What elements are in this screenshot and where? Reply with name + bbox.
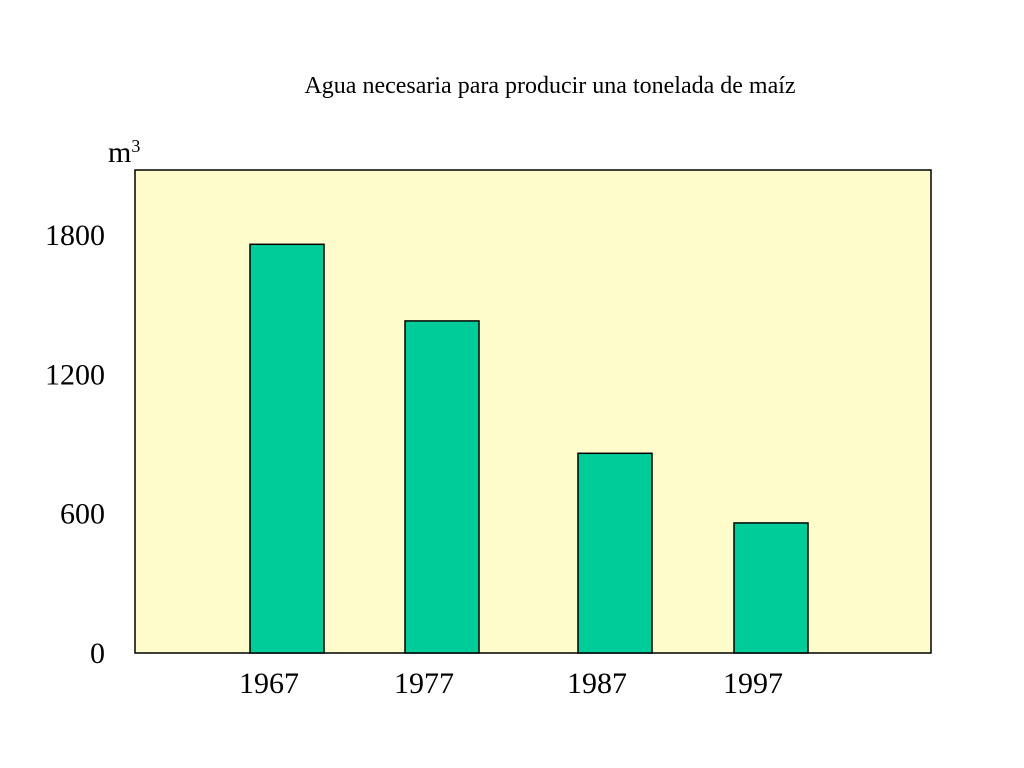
x-tick-label-1977: 1977 bbox=[394, 667, 454, 700]
x-tick-labels: 1967 1977 1987 1997 bbox=[239, 667, 783, 700]
y-tick-label-0: 0 bbox=[90, 637, 105, 670]
bar-1997 bbox=[733, 522, 809, 654]
y-axis-unit-base: m bbox=[108, 136, 131, 169]
chart-title: Agua necesaria para producir una tonelad… bbox=[304, 73, 795, 99]
y-tick-label-1800: 1800 bbox=[45, 219, 105, 252]
x-tick-label-1987: 1987 bbox=[567, 667, 627, 700]
y-tick-label-1200: 1200 bbox=[45, 358, 105, 391]
bar-1987 bbox=[577, 452, 653, 654]
bars-group bbox=[249, 243, 809, 654]
bar-1967 bbox=[249, 243, 325, 654]
x-tick-label-1967: 1967 bbox=[239, 667, 299, 700]
bar-1977 bbox=[404, 320, 480, 654]
y-tick-labels: 0 600 1200 1800 bbox=[45, 219, 105, 670]
y-axis-unit-label: m3 bbox=[108, 136, 140, 169]
y-axis-unit-superscript: 3 bbox=[131, 136, 140, 156]
x-tick-label-1997: 1997 bbox=[723, 667, 783, 700]
y-tick-label-600: 600 bbox=[60, 498, 105, 531]
